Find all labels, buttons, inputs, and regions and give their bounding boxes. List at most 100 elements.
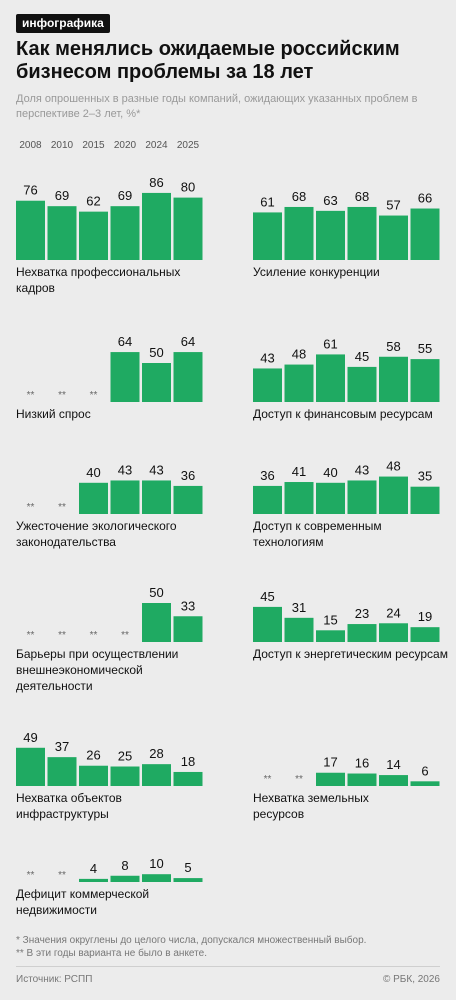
bar [410,486,440,514]
bar-value-label: 69 [118,188,132,203]
panel-label: Дефицит коммерческой недвижимости [16,887,150,917]
bar-value-label: 66 [418,191,432,206]
bar-value-label: 43 [118,462,132,477]
bar-value-label: 6 [421,763,428,778]
bar [110,875,140,882]
bar [110,352,140,402]
bar [410,208,440,260]
bar [316,772,345,786]
bar-value-label: 48 [292,347,306,362]
bar-chart: 61 68 63 68 57 66 [253,189,440,260]
bar [79,482,108,514]
panel-label: Нехватка земельных ресурсов [253,791,369,821]
bar-value-label: 25 [118,749,132,764]
bar [379,775,408,786]
bar-value-label: 19 [418,609,432,624]
bar-value-label: 31 [292,600,306,615]
bar [79,765,108,786]
page-title: Как менялись ожидаемые российским бизнес… [16,38,400,83]
missing-marker: ** [58,870,66,881]
missing-marker: ** [27,630,35,641]
bar-value-label: 24 [386,605,400,620]
bar [79,211,108,260]
bar-chart: 43 48 61 45 58 55 [253,336,440,402]
bar-value-label: 58 [386,339,400,354]
bar-value-label: 15 [323,612,337,627]
bar [142,764,171,786]
bar [347,206,377,260]
infographic-badge: инфографика [16,14,110,33]
bar [284,364,314,402]
bar-value-label: 49 [23,730,37,745]
bar-chart: 76 69 62 69 86 80 [16,175,203,260]
bar [47,757,77,786]
footnote: * Значения округлены до целого числа, до… [16,935,367,946]
bar [316,354,345,402]
bar [47,206,77,260]
bar [410,627,440,642]
bar [16,747,45,786]
panel-label: Доступ к финансовым ресурсам [253,407,433,421]
missing-marker: ** [58,502,66,513]
bar-value-label: 28 [149,746,163,761]
bar [284,617,314,642]
bar-value-label: 4 [90,861,97,876]
footnote: ** В эти годы варианта не было в анкете. [16,948,207,959]
panel-label: Ужесточение экологического законодательс… [16,519,177,549]
missing-marker: ** [121,630,129,641]
bar [110,480,140,514]
bar-value-label: 64 [181,334,195,349]
missing-marker: ** [90,390,98,401]
bar [284,206,314,260]
bar-value-label: 36 [260,468,274,483]
bar [253,485,282,514]
bar-value-label: 14 [386,757,400,772]
bar [347,480,377,514]
bar [410,359,440,402]
bar-value-label: 41 [292,464,306,479]
copyright-label: © РБК, 2026 [382,974,440,985]
year-label: 2010 [50,140,74,151]
source-label: Источник: РСПП [16,974,93,985]
bar-chart: 36 41 40 43 48 35 [253,459,440,514]
year-labels: 2008 2010 2015 2020 2024 2025 [16,140,216,154]
bar [379,356,408,402]
bar [379,476,408,514]
bar [110,766,140,786]
bar-value-label: 62 [86,194,100,209]
bar-value-label: 26 [86,748,100,763]
bar [347,624,377,642]
bar-chart: ** ** 40 43 43 36 [27,462,203,514]
bar-value-label: 43 [149,462,163,477]
bar-value-label: 80 [181,180,195,195]
bar [173,485,203,514]
bar-value-label: 76 [23,183,37,198]
bar [253,212,282,260]
bar-chart: ** ** ** ** 50 33 [27,585,203,642]
bar-value-label: 33 [181,598,195,613]
panel-label: Низкий спрос [16,407,91,421]
year-label: 2015 [82,140,105,151]
missing-marker: ** [27,390,35,401]
bar-chart: ** ** 17 16 14 6 [264,755,440,786]
bar [110,206,140,260]
bar-value-label: 45 [355,349,369,364]
bar [253,368,282,402]
bar-value-label: 57 [386,198,400,213]
bar [173,771,203,786]
bar-value-label: 23 [355,606,369,621]
year-label: 2008 [19,140,42,151]
bar-value-label: 64 [118,334,132,349]
bar [142,603,171,642]
bar-value-label: 8 [121,858,128,873]
bar-value-label: 10 [149,856,163,871]
panel-label: Барьеры при осуществлении внешнеэкономич… [16,647,179,693]
missing-marker: ** [58,390,66,401]
bar-value-label: 61 [260,194,274,209]
bar [379,623,408,642]
panel-label: Усиление конкуренции [253,265,380,279]
bar-value-label: 16 [355,756,369,771]
bar [316,630,345,642]
bar-value-label: 50 [149,345,163,360]
bar [142,192,171,260]
